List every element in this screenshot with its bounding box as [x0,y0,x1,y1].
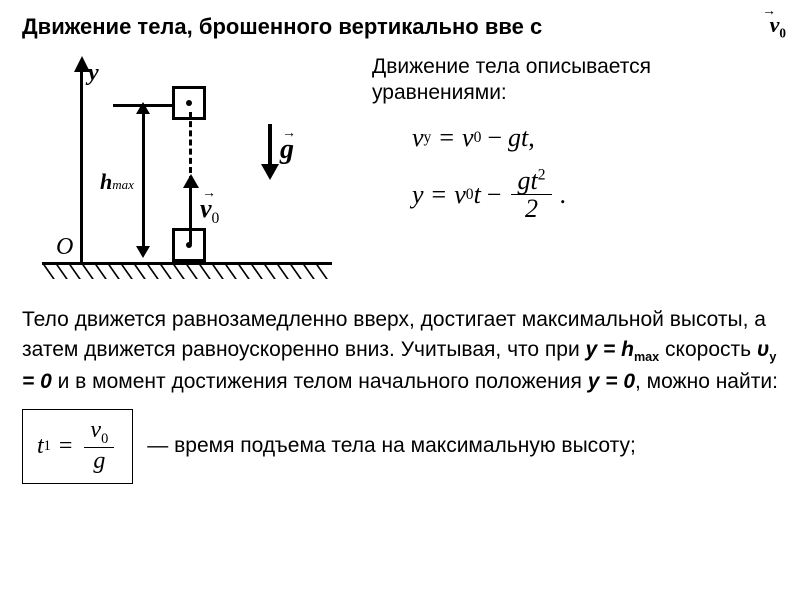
title-text: Движение тела, брошенного вертикально вв… [22,14,542,39]
v0-label: → v0 [200,194,219,228]
time-formula-box: t1 = v0 g [22,409,133,483]
equation-position: y = v0t − gt2 2 . [412,167,778,224]
hmax-line [142,110,145,248]
y-axis-label: y [88,60,99,87]
v0-corner-symbol: v0 [770,12,786,41]
equations-column: Движение тела описывается уравнениями: v… [372,54,778,237]
hmax-label: hmax [100,169,134,195]
page-title: Движение тела, брошенного вертикально вв… [22,14,778,40]
equation-intro: Движение тела описывается уравнениями: [372,54,778,107]
hmax-arrow-down [136,246,150,258]
origin-label: O [56,234,73,261]
fraction: gt2 2 [511,167,551,224]
g-label: → g [280,134,294,166]
v0-solid-line [189,184,192,244]
formula-row: t1 = v0 g — время подъема тела на максим… [22,409,778,483]
ground [42,262,332,284]
g-arrowhead [261,164,279,180]
equation-velocity: vy = v0 − gt, [412,123,778,153]
row-diagram-equations: y O hmax → v0 → g [22,54,778,289]
dot-icon [186,100,192,106]
g-line [268,124,272,168]
vector-arrow-icon: → [202,186,216,202]
fraction: v0 g [84,418,114,474]
y-axis-line [80,64,83,264]
formula-description: — время подъема тела на максимальную выс… [147,432,778,460]
vector-arrow-icon: → [282,126,296,142]
motion-diagram: y O hmax → v0 → g [22,54,342,289]
explanatory-paragraph: Тело движется равнозамедленно вверх, дос… [22,305,778,397]
